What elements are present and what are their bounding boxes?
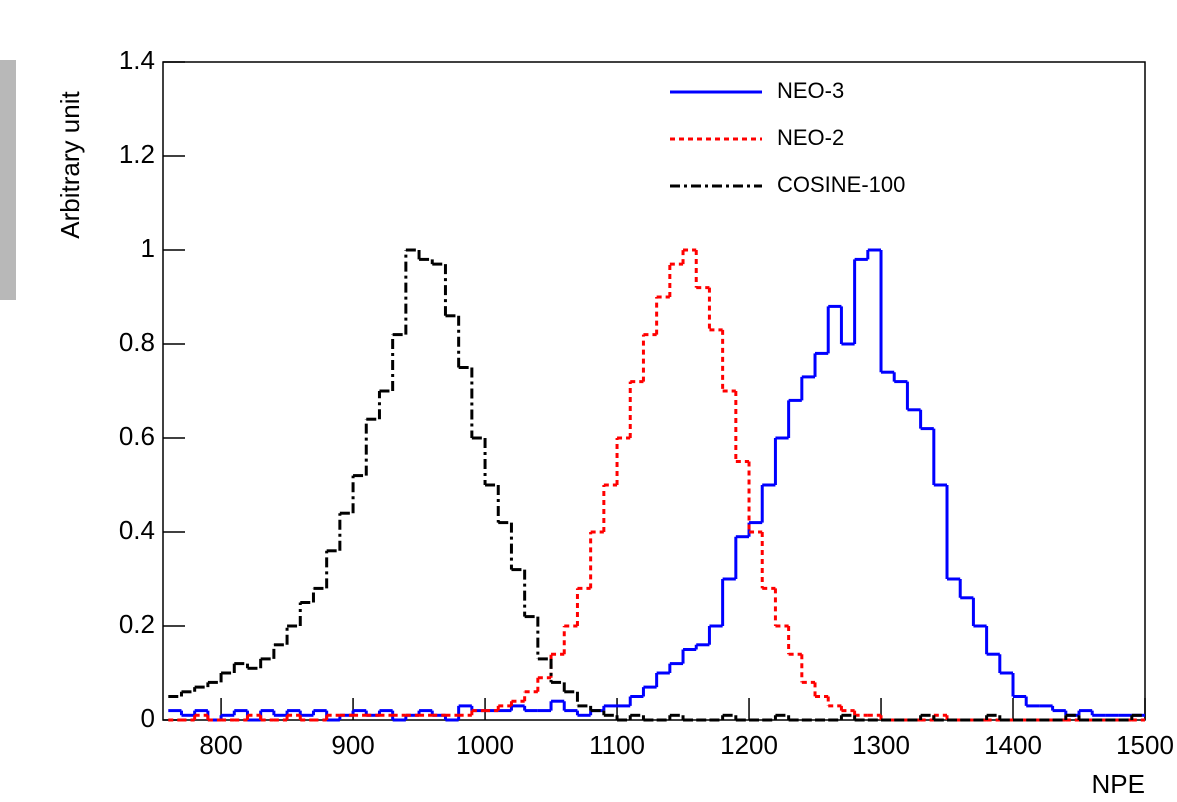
series bbox=[168, 248, 1145, 722]
y-tick-label: 0.6 bbox=[119, 421, 155, 451]
x-tick-label: 900 bbox=[331, 730, 374, 760]
step-connector bbox=[179, 250, 1134, 720]
x-tick-label: 1300 bbox=[852, 730, 910, 760]
plot-frame bbox=[162, 61, 1146, 721]
y-tick-label: 0.2 bbox=[119, 609, 155, 639]
y-tick-label: 0.4 bbox=[119, 515, 155, 545]
y-tick-label: 0.8 bbox=[119, 327, 155, 357]
x-tick-label: 800 bbox=[199, 730, 242, 760]
x-tick-label: 1500 bbox=[1116, 730, 1174, 760]
y-tick-label: 0 bbox=[141, 703, 155, 733]
y-tick-label: 1.2 bbox=[119, 139, 155, 169]
x-tick-label: 1400 bbox=[984, 730, 1042, 760]
legend-label: COSINE-100 bbox=[777, 172, 905, 197]
x-tick-label: 1000 bbox=[456, 730, 514, 760]
step-connector bbox=[179, 250, 1094, 720]
x-tick-label: 1200 bbox=[720, 730, 778, 760]
legend-label: NEO-3 bbox=[777, 78, 844, 103]
y-tick-label: 1.4 bbox=[119, 45, 155, 75]
step-connector bbox=[193, 250, 949, 720]
legend-label: NEO-2 bbox=[777, 125, 844, 150]
photo-fragment bbox=[0, 60, 16, 300]
x-axis-label: NPE bbox=[1092, 769, 1145, 799]
y-axis-label: Arbitrary unit bbox=[55, 91, 85, 239]
series bbox=[168, 248, 1145, 722]
series bbox=[168, 248, 1145, 722]
y-tick-label: 1 bbox=[141, 233, 155, 263]
x-tick-label: 1100 bbox=[589, 730, 645, 760]
